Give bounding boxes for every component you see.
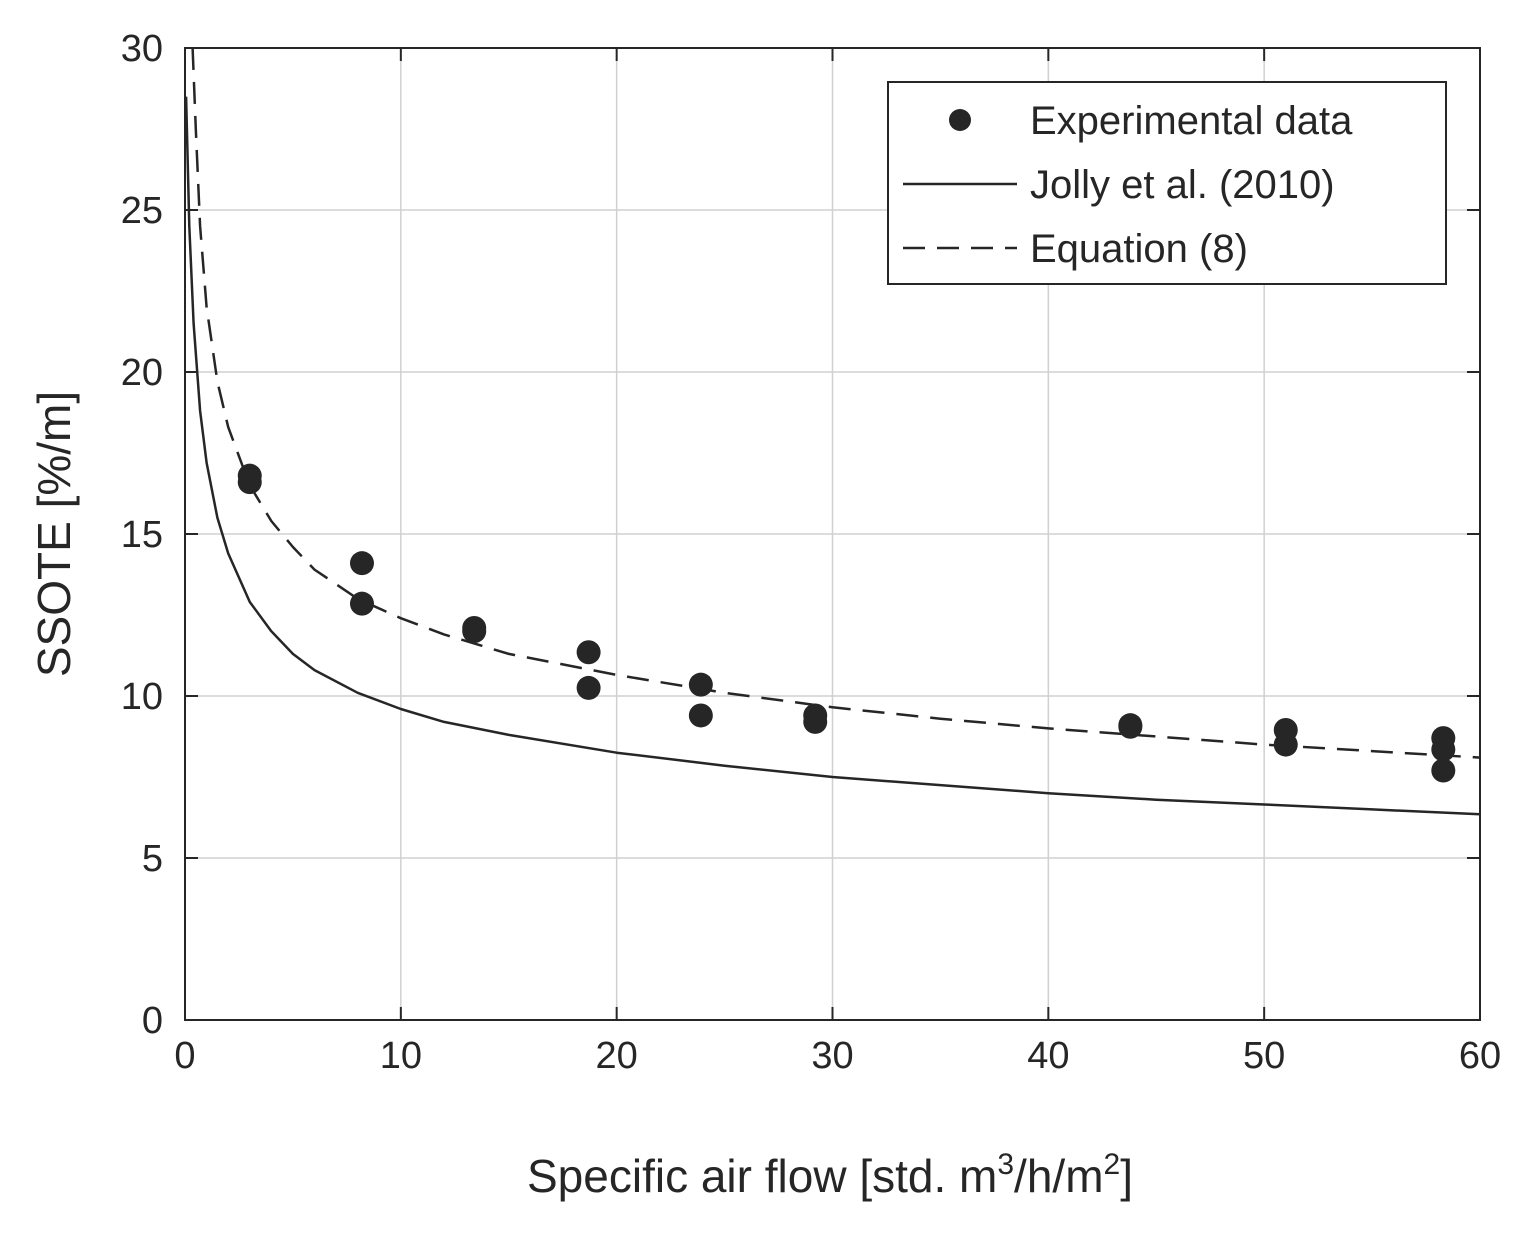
x-tick-label: 60 — [1459, 1035, 1501, 1077]
data-point — [349, 591, 374, 616]
x-axis-label-end: ] — [1120, 1150, 1133, 1202]
data-point — [576, 640, 601, 665]
x-tick-label: 0 — [174, 1035, 195, 1077]
y-tick-label: 30 — [121, 28, 163, 70]
y-axis-label: SSOTE [%/m] — [28, 391, 80, 677]
y-tick-label: 15 — [121, 514, 163, 556]
y-tick-label: 20 — [121, 352, 163, 394]
x-tick-label: 50 — [1243, 1035, 1285, 1077]
ticks: 0 10 20 30 40 50 60 0 5 10 15 20 25 30 — [121, 28, 1501, 1077]
data-point — [688, 703, 713, 728]
data-point — [803, 709, 828, 734]
series-layer — [184, 47, 1481, 816]
x-axis-label-sup1: 3 — [997, 1148, 1014, 1181]
data-point — [1273, 732, 1298, 757]
data-point — [237, 470, 262, 495]
x-tick-label: 40 — [1027, 1035, 1069, 1077]
data-point — [349, 551, 374, 576]
legend-label-equation: Equation (8) — [1030, 227, 1248, 271]
x-axis-label: Specific air flow [std. m3/h/m2] — [527, 1148, 1133, 1202]
legend-label-jolly: Jolly et al. (2010) — [1030, 163, 1335, 207]
y-tick-label: 10 — [121, 676, 163, 718]
series-line-equation-8 — [191, 47, 1481, 759]
data-point — [1431, 737, 1456, 762]
y-tick-label: 5 — [142, 838, 163, 880]
x-tick-label: 20 — [596, 1035, 638, 1077]
data-point — [1431, 758, 1456, 783]
x-axis-label-sup2: 2 — [1104, 1148, 1121, 1181]
legend-label-experimental: Experimental data — [1030, 99, 1353, 143]
legend: Experimental data Jolly et al. (2010) Eq… — [887, 81, 1447, 285]
y-tick-label: 0 — [142, 1000, 163, 1042]
legend-marker-experimental — [949, 109, 971, 131]
series-line-jolly-2010 — [184, 96, 1481, 816]
data-point — [688, 672, 713, 697]
data-point — [1118, 713, 1143, 738]
x-axis-label-main: Specific air flow [std. m — [527, 1150, 997, 1202]
x-tick-label: 30 — [811, 1035, 853, 1077]
x-tick-label: 10 — [380, 1035, 422, 1077]
y-tick-label: 25 — [121, 190, 163, 232]
x-axis-label-mid: /h/m — [1014, 1150, 1103, 1202]
data-point — [576, 675, 601, 700]
data-point — [462, 615, 487, 640]
